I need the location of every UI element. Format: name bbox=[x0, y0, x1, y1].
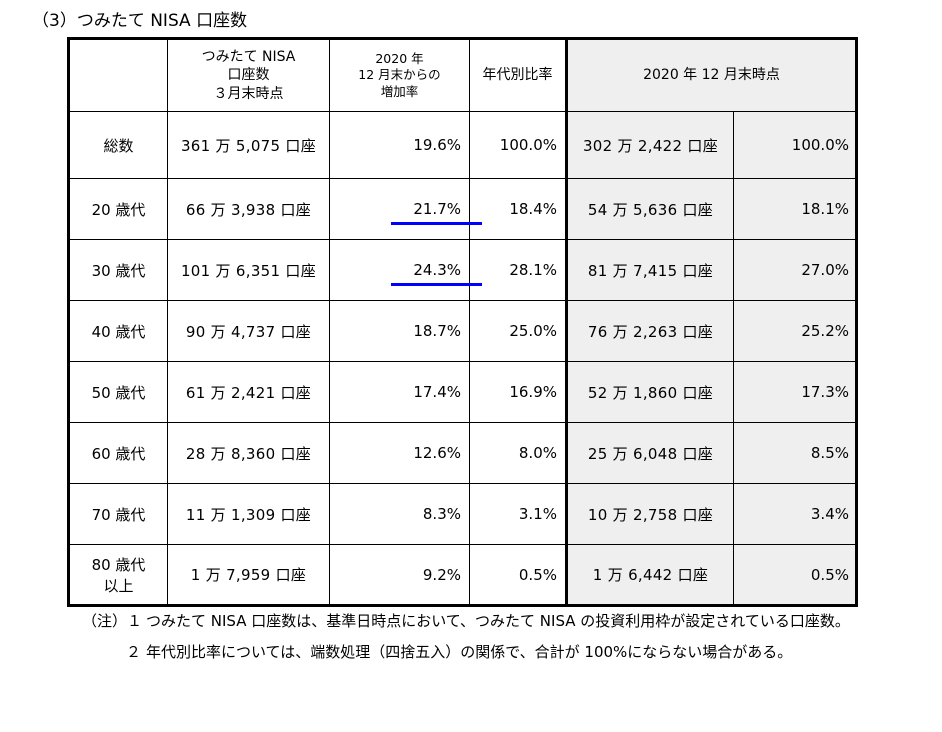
table-row: 30 歳代 101 万 6,351 口座 24.3% 28.1% 81 万 7,415 … bbox=[68, 239, 857, 301]
row-label-line: 30 歳代 bbox=[91, 261, 146, 280]
footnote-text: つみたて NISA 口座数は、基準日時点において、つみたて NISA の投資利用… bbox=[146, 612, 850, 630]
nisa-account-table: つみたて NISA 口座数 ３月末時点 2020 年 12 月末からの 増加率 … bbox=[67, 37, 858, 607]
row-label-line: 70 歳代 bbox=[91, 505, 146, 524]
highlight-underline bbox=[391, 222, 482, 225]
growth-rate: 21.7% bbox=[329, 178, 482, 240]
footnote-1: （注）１ つみたて NISA 口座数は、基準日時点において、つみたて NISA … bbox=[82, 609, 922, 634]
header-rate-line: 増加率 bbox=[380, 83, 419, 99]
growth-rate: 9.2% bbox=[329, 544, 470, 607]
prev-account-count: 52 万 1,860 口座 bbox=[565, 361, 734, 423]
row-label-line: 80 歳代 bbox=[91, 555, 146, 574]
row-label-line: 20 歳代 bbox=[91, 200, 146, 219]
account-count: 11 万 1,309 口座 bbox=[167, 483, 330, 545]
table-row: 20 歳代 66 万 3,938 口座 21.7% 18.4% 54 万 5,636 口… bbox=[68, 178, 857, 240]
prev-account-count: 81 万 7,415 口座 bbox=[565, 239, 734, 301]
growth-rate-value: 8.3% bbox=[422, 505, 461, 523]
highlight-underline bbox=[391, 283, 482, 286]
prev-age-ratio: 3.4% bbox=[733, 483, 857, 545]
growth-rate: 19.6% bbox=[329, 111, 470, 179]
row-label-line: 総数 bbox=[103, 136, 134, 155]
prev-account-count: 54 万 5,636 口座 bbox=[565, 178, 734, 240]
account-count: 1 万 7,959 口座 bbox=[167, 544, 330, 607]
prev-age-ratio: 17.3% bbox=[733, 361, 857, 423]
header-prev-period: 2020 年 12 月末時点 bbox=[565, 38, 857, 112]
growth-rate: 17.4% bbox=[329, 361, 470, 423]
account-count: 61 万 2,421 口座 bbox=[167, 361, 330, 423]
growth-rate-value: 9.2% bbox=[422, 565, 461, 584]
age-ratio: 8.0% bbox=[469, 422, 567, 484]
growth-rate: 18.7% bbox=[329, 300, 470, 362]
growth-rate-value: 21.7% bbox=[413, 200, 461, 218]
row-label: 80 歳代以上 bbox=[68, 544, 168, 607]
table-body: 総数 361 万 5,075 口座 19.6% 100.0% 302 万 2,422 口… bbox=[68, 111, 857, 607]
prev-age-ratio: 8.5% bbox=[733, 422, 857, 484]
age-ratio: 16.9% bbox=[469, 361, 567, 423]
header-count: つみたて NISA 口座数 ３月末時点 bbox=[167, 38, 330, 112]
row-label-line: 50 歳代 bbox=[91, 383, 146, 402]
age-ratio: 0.5% bbox=[469, 544, 567, 607]
header-row: つみたて NISA 口座数 ３月末時点 2020 年 12 月末からの 増加率 … bbox=[68, 38, 857, 112]
growth-rate: 8.3% bbox=[329, 483, 470, 545]
growth-rate-value: 24.3% bbox=[413, 261, 461, 279]
growth-rate: 12.6% bbox=[329, 422, 470, 484]
table-row: 50 歳代 61 万 2,421 口座 17.4% 16.9% 52 万 1,860 口… bbox=[68, 361, 857, 423]
row-label: 20 歳代 bbox=[68, 178, 168, 240]
header-rate-line: 2020 年 bbox=[375, 51, 424, 67]
table-row: 70 歳代 11 万 1,309 口座 8.3% 3.1% 10 万 2,758 口座 3… bbox=[68, 483, 857, 545]
prev-account-count: 76 万 2,263 口座 bbox=[565, 300, 734, 362]
table-row: 60 歳代 28 万 8,360 口座 12.6% 8.0% 25 万 6,048 口座… bbox=[68, 422, 857, 484]
table-row: 総数 361 万 5,075 口座 19.6% 100.0% 302 万 2,422 口… bbox=[68, 111, 857, 179]
account-count: 361 万 5,075 口座 bbox=[167, 111, 330, 179]
prev-age-ratio: 0.5% bbox=[733, 544, 857, 607]
prev-age-ratio: 27.0% bbox=[733, 239, 857, 301]
row-label: 40 歳代 bbox=[68, 300, 168, 362]
prev-age-ratio: 18.1% bbox=[733, 178, 857, 240]
age-ratio: 100.0% bbox=[469, 111, 567, 179]
prev-account-count: 25 万 6,048 口座 bbox=[565, 422, 734, 484]
footnote-text: 年代別比率については、端数処理（四捨五入）の関係で、合計が 100%にならない場… bbox=[146, 643, 793, 661]
prev-age-ratio: 25.2% bbox=[733, 300, 857, 362]
header-count-line: つみたて NISA bbox=[201, 49, 296, 66]
header-rate-line: 12 月末からの bbox=[358, 67, 441, 83]
header-count-line: ３月末時点 bbox=[213, 85, 284, 102]
account-count: 66 万 3,938 口座 bbox=[167, 178, 330, 240]
account-count: 28 万 8,360 口座 bbox=[167, 422, 330, 484]
footnotes: （注）１ つみたて NISA 口座数は、基準日時点において、つみたて NISA … bbox=[82, 609, 922, 671]
header-blank bbox=[68, 38, 168, 112]
age-ratio: 25.0% bbox=[469, 300, 567, 362]
header-growth-rate: 2020 年 12 月末からの 増加率 bbox=[329, 38, 470, 112]
row-label: 30 歳代 bbox=[68, 239, 168, 301]
age-ratio: 3.1% bbox=[469, 483, 567, 545]
row-label-line: 40 歳代 bbox=[91, 322, 146, 341]
header-age-ratio: 年代別比率 bbox=[469, 38, 567, 112]
table-row: 80 歳代 以上 1 万 7,959 口座 9.2% 0.5% 1 万 6,442 口座 0… bbox=[68, 544, 857, 607]
footnote-label: （注）１ bbox=[82, 612, 143, 630]
growth-rate-value: 12.6% bbox=[413, 444, 461, 462]
row-label: 総数 bbox=[68, 111, 168, 179]
prev-account-count: 1 万 6,442 口座 bbox=[565, 544, 734, 607]
header-count-line: 口座数 bbox=[227, 67, 270, 84]
nisa-table-container: つみたて NISA 口座数 ３月末時点 2020 年 12 月末からの 増加率 … bbox=[67, 37, 858, 607]
row-label: 50 歳代 bbox=[68, 361, 168, 423]
section-heading: （3）つみたて NISA 口座数 bbox=[32, 11, 248, 31]
age-ratio: 18.4% bbox=[469, 178, 567, 240]
row-label-line: 60 歳代 bbox=[91, 444, 146, 463]
prev-age-ratio: 100.0% bbox=[733, 111, 857, 179]
row-label: 70 歳代 bbox=[68, 483, 168, 545]
table-row: 40 歳代 90 万 4,737 口座 18.7% 25.0% 76 万 2,263 口… bbox=[68, 300, 857, 362]
growth-rate: 24.3% bbox=[329, 239, 482, 301]
account-count: 90 万 4,737 口座 bbox=[167, 300, 330, 362]
prev-account-count: 10 万 2,758 口座 bbox=[565, 483, 734, 545]
row-label-line: 以上 bbox=[103, 576, 134, 595]
age-ratio: 28.1% bbox=[469, 239, 567, 301]
prev-account-count: 302 万 2,422 口座 bbox=[565, 111, 734, 179]
row-label: 60 歳代 bbox=[68, 422, 168, 484]
growth-rate-value: 17.4% bbox=[413, 383, 461, 401]
growth-rate-value: 18.7% bbox=[413, 322, 461, 340]
footnote-label: ２ bbox=[126, 643, 142, 661]
footnote-2: ２ 年代別比率については、端数処理（四捨五入）の関係で、合計が 100%にならな… bbox=[82, 640, 922, 665]
account-count: 101 万 6,351 口座 bbox=[167, 239, 330, 301]
growth-rate-value: 19.6% bbox=[413, 136, 461, 154]
